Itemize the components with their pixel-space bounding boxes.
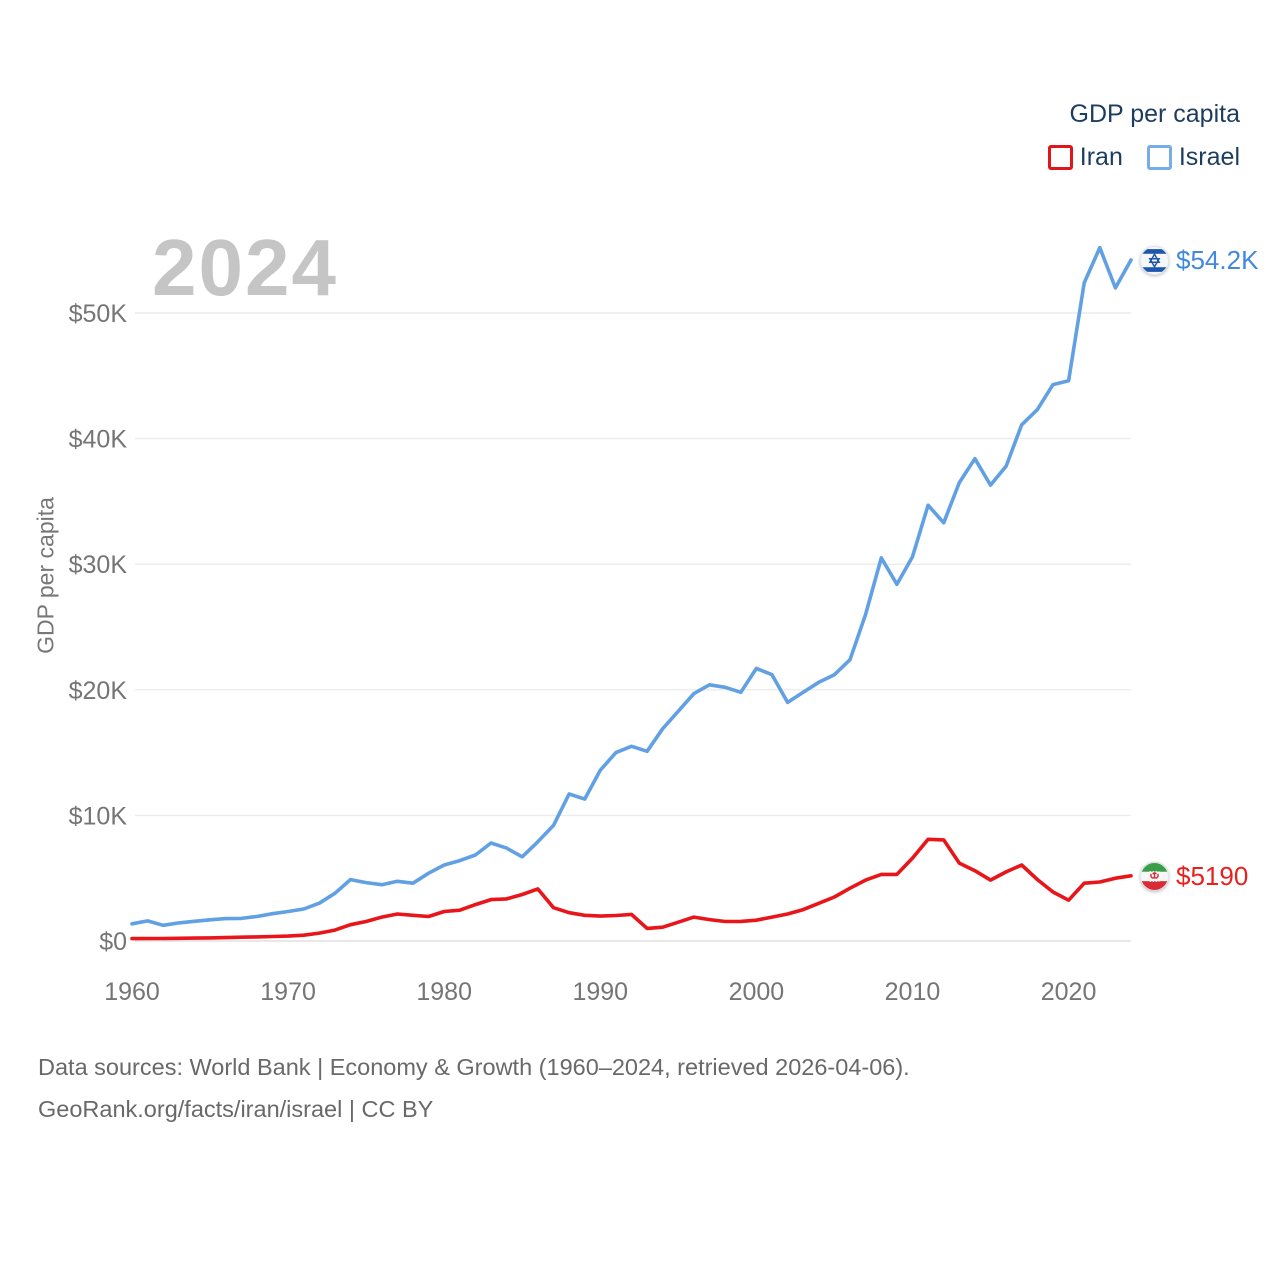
iran-flag-icon — [1140, 862, 1169, 892]
footer-sources: Data sources: World Bank | Economy & Gro… — [38, 1054, 910, 1080]
y-tick-label: $30K — [69, 551, 128, 579]
y-tick-label: $20K — [69, 677, 128, 705]
israel-flag-icon — [1140, 246, 1169, 276]
footer-attribution: GeoRank.org/facts/iran/israel | CC BY — [38, 1096, 434, 1122]
footer: Data sources: World Bank | Economy & Gro… — [38, 1046, 910, 1130]
iran-line — [130, 837, 1133, 941]
iran-end-value: $5190 — [1176, 861, 1249, 892]
iran-swatch-icon — [1047, 145, 1073, 170]
israel-end-value: $54.2K — [1176, 245, 1259, 276]
legend-item-iran[interactable]: Iran — [1047, 143, 1123, 172]
israel-line — [130, 245, 1133, 928]
legend: GDP per capita Iran Israel — [1047, 100, 1240, 172]
x-tick-label: 1960 — [104, 978, 160, 1006]
x-tick-label: 1970 — [260, 978, 316, 1006]
year-watermark: 2024 — [152, 223, 338, 312]
chart-plot: $0 $10K $20K $30K $40K $50K 1960 1970 1980 1990 20… — [69, 245, 1133, 1006]
x-tick-label: 2000 — [729, 978, 785, 1006]
y-tick-label: $0 — [99, 928, 127, 956]
x-tick-label: 2010 — [885, 978, 941, 1006]
israel-swatch-icon — [1146, 145, 1172, 170]
end-label-israel: $54.2K — [1140, 245, 1258, 276]
y-tick-label: $40K — [69, 426, 128, 454]
y-tick-label: $10K — [69, 802, 128, 830]
end-label-iran: $5190 — [1140, 861, 1248, 892]
legend-label-iran: Iran — [1079, 143, 1123, 171]
legend-title: GDP per capita — [1069, 100, 1240, 128]
legend-label-israel: Israel — [1178, 143, 1240, 171]
x-tick-label: 1980 — [416, 978, 472, 1006]
x-tick-label: 2020 — [1041, 978, 1097, 1006]
x-tick-label: 1990 — [572, 978, 628, 1006]
legend-item-israel[interactable]: Israel — [1146, 143, 1240, 172]
y-tick-label: $50K — [69, 300, 128, 328]
